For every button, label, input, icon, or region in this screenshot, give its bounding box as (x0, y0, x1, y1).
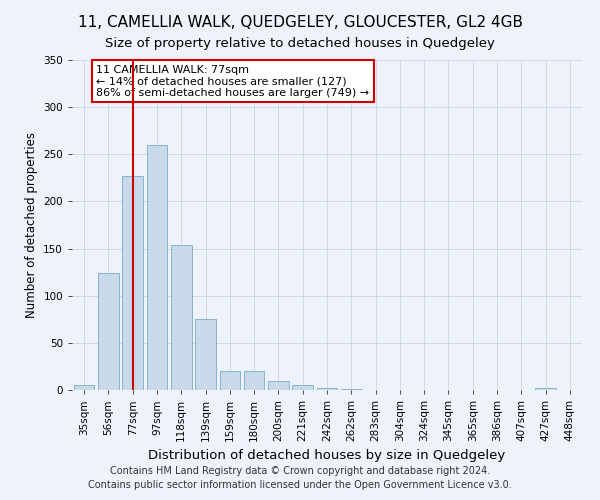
Bar (268, 380, 289, 390)
Bar (317, 388, 337, 390)
Text: 11, CAMELLIA WALK, QUEDGELEY, GLOUCESTER, GL2 4GB: 11, CAMELLIA WALK, QUEDGELEY, GLOUCESTER… (77, 15, 523, 30)
Bar (535, 388, 556, 390)
Text: Size of property relative to detached houses in Quedgeley: Size of property relative to detached ho… (105, 38, 495, 51)
Bar (171, 245, 191, 390)
Bar (220, 371, 240, 390)
Bar (341, 389, 362, 390)
Bar (292, 386, 313, 390)
Bar (122, 176, 143, 390)
Text: Contains HM Land Registry data © Crown copyright and database right 2024.
Contai: Contains HM Land Registry data © Crown c… (88, 466, 512, 490)
Bar (146, 145, 167, 390)
Y-axis label: Number of detached properties: Number of detached properties (25, 132, 38, 318)
Bar (244, 371, 265, 390)
Bar (74, 386, 94, 390)
Text: 11 CAMELLIA WALK: 77sqm
← 14% of detached houses are smaller (127)
86% of semi-d: 11 CAMELLIA WALK: 77sqm ← 14% of detache… (96, 64, 370, 98)
X-axis label: Distribution of detached houses by size in Quedgeley: Distribution of detached houses by size … (148, 450, 506, 462)
Bar (195, 320, 216, 390)
Bar (98, 273, 119, 390)
